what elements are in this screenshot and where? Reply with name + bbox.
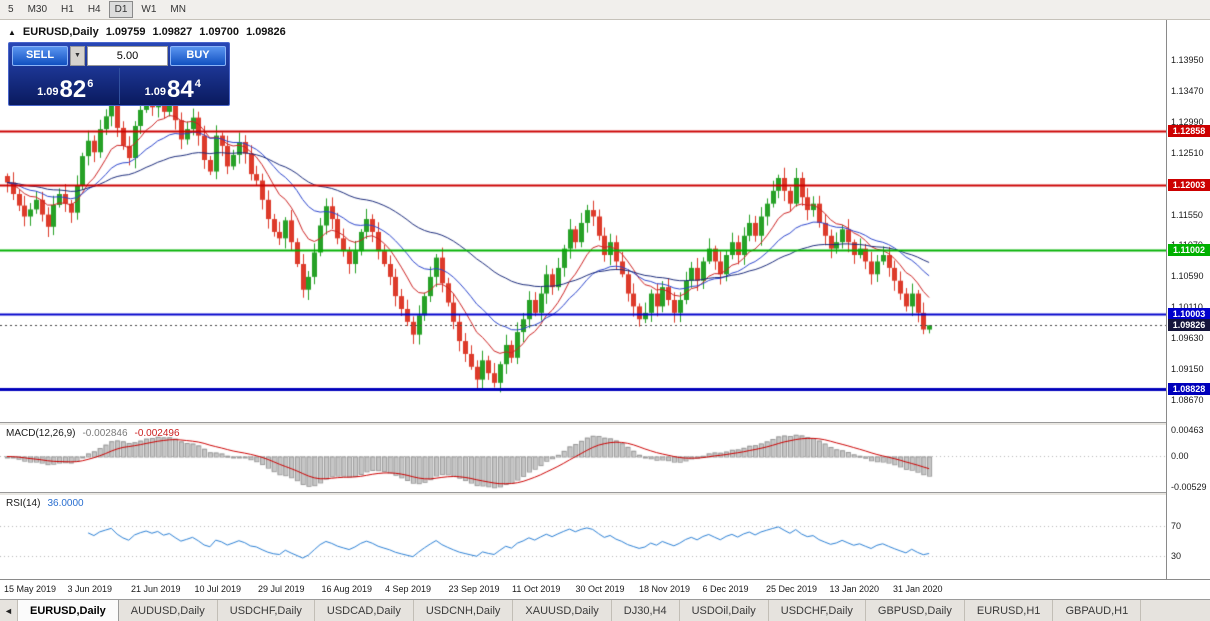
timeframe-button-h4[interactable]: H4 xyxy=(87,4,101,15)
chart-tab-bar: ◄ EURUSD,Daily AUDUSD,Daily USDCHF,Daily US… xyxy=(0,599,1210,621)
price-axis-tick: 1.11550 xyxy=(1171,209,1203,220)
time-axis-label: 11 Oct 2019 xyxy=(512,584,561,594)
rsi-axis-tick: 70 xyxy=(1171,520,1182,531)
macd-axis-tick: -0.00529 xyxy=(1171,481,1207,492)
timeframe-button-m30[interactable]: M30 xyxy=(27,4,48,15)
ohlc-close-value: 1.09826 xyxy=(246,26,286,38)
chart-tab[interactable]: XAUUSD,Daily xyxy=(513,600,612,621)
price-level-badge: 1.10003 xyxy=(1168,307,1210,320)
chart-symbol-label: EURUSD,Daily xyxy=(22,26,99,38)
macd-label: MACD(12,26,9) xyxy=(6,428,76,439)
macd-signal-value: -0.002496 xyxy=(134,428,180,439)
chart-tab[interactable]: EURUSD,Daily xyxy=(18,600,119,621)
ohlc-open-value: 1.09759 xyxy=(105,26,146,38)
time-axis-label: 18 Nov 2019 xyxy=(639,584,691,594)
price-axis-tick: 1.13950 xyxy=(1171,55,1204,66)
price-axis-tick: 1.10590 xyxy=(1171,271,1204,282)
price-axis-tick: 1.10110 xyxy=(1171,302,1203,312)
time-axis-label: 16 Aug 2019 xyxy=(321,584,373,594)
timeframe-button-d1[interactable]: D1 xyxy=(108,1,134,18)
price-level-badge: 1.11002 xyxy=(1168,243,1210,256)
timeframe-button-5[interactable]: 5 xyxy=(8,4,14,15)
chart-tab[interactable]: GBPAUD,H1 xyxy=(1053,600,1142,621)
chart-tab[interactable]: USDCNH,Daily xyxy=(414,600,514,621)
timeframe-button-h1[interactable]: H1 xyxy=(61,4,74,15)
timeframe-button-mn[interactable]: MN xyxy=(170,4,186,15)
sell-price-pipette: 6 xyxy=(87,78,94,90)
sell-price-display[interactable]: 1.09 82 6 xyxy=(12,68,119,104)
chart-tab[interactable]: USDOil,Daily xyxy=(680,600,769,621)
timeframe-toolbar: 5 M30 H1 H4 D1 W1 MN xyxy=(0,0,1210,20)
pane-separator[interactable] xyxy=(0,422,1210,425)
price-axis-tick: 1.08670 xyxy=(1171,394,1204,405)
chart-tab[interactable]: USDCHF,Daily xyxy=(769,600,866,621)
sell-price-prefix: 1.09 xyxy=(37,86,59,98)
volume-input[interactable] xyxy=(87,46,168,66)
time-axis-label: 3 Jun 2019 xyxy=(67,584,113,594)
time-axis-label: 15 May 2019 xyxy=(4,584,57,594)
price-axis: 1.139501.134701.129901.125101.120301.115… xyxy=(1166,20,1210,579)
price-axis-tick: 1.12990 xyxy=(1171,117,1204,128)
time-axis: 15 May 2019 3 Jun 2019 21 Jun 2019 10 Jul 2… xyxy=(0,579,1210,599)
rsi-value: 36.0000 xyxy=(47,498,84,509)
chart-tab[interactable]: USDCAD,Daily xyxy=(315,600,414,621)
rsi-axis-tick: 30 xyxy=(1171,551,1182,562)
buy-price-big-digits: 84 xyxy=(167,76,194,103)
price-axis-tick: 1.09630 xyxy=(1171,332,1204,343)
pane-separator[interactable] xyxy=(0,492,1210,495)
rsi-indicator-header: RSI(14) 36.0000 xyxy=(6,498,84,509)
buy-button[interactable]: BUY xyxy=(170,46,226,66)
time-axis-label: 21 Jun 2019 xyxy=(131,584,181,594)
macd-pane-canvas[interactable] xyxy=(0,425,1166,492)
sell-button[interactable]: SELL xyxy=(12,46,68,66)
one-click-trading-panel: SELL ▼ BUY 1.09 82 6 1.09 84 4 xyxy=(8,42,230,106)
price-level-badge: 1.08828 xyxy=(1168,383,1210,396)
time-axis-label: 31 Jan 2020 xyxy=(893,584,943,594)
time-axis-label: 30 Oct 2019 xyxy=(575,584,625,594)
chart-tab[interactable]: DJ30,H4 xyxy=(612,600,680,621)
chart-tab[interactable]: GBPUSD,Daily xyxy=(866,600,965,621)
price-axis-tick: 1.09150 xyxy=(1171,363,1204,374)
buy-price-display[interactable]: 1.09 84 4 xyxy=(118,68,227,104)
rsi-label: RSI(14) xyxy=(6,498,41,509)
one-click-panel-toggle-icon[interactable]: ▲ xyxy=(8,27,16,37)
tab-scroll-left-button[interactable]: ◄ xyxy=(0,600,18,621)
sell-price-big-digits: 82 xyxy=(59,76,87,103)
volume-spinner-icon[interactable]: ▼ xyxy=(70,46,85,66)
chart-ohlc-header: ▲ EURUSD,Daily 1.09759 1.09827 1.09700 1… xyxy=(8,26,286,38)
time-axis-label: 13 Jan 2020 xyxy=(829,584,880,594)
time-axis-label: 4 Sep 2019 xyxy=(385,584,432,594)
time-axis-label: 23 Sep 2019 xyxy=(448,584,500,594)
ohlc-low-value: 1.09700 xyxy=(199,26,240,38)
ohlc-high-value: 1.09827 xyxy=(152,26,193,38)
price-level-badge: 1.12858 xyxy=(1168,124,1210,137)
price-axis-tick: 1.13470 xyxy=(1171,86,1204,97)
chart-tab[interactable]: EURUSD,H1 xyxy=(965,600,1054,621)
current-price-badge: 1.09826 xyxy=(1168,319,1210,332)
time-axis-label: 29 Jul 2019 xyxy=(258,584,305,594)
buy-price-pipette: 4 xyxy=(194,78,201,90)
chart-tab[interactable]: USDCHF,Daily xyxy=(218,600,315,621)
macd-axis-tick: 0.00463 xyxy=(1171,424,1204,435)
time-axis-label: 6 Dec 2019 xyxy=(702,584,749,594)
macd-axis-tick: 0.00 xyxy=(1171,451,1189,462)
price-level-badge: 1.12003 xyxy=(1168,179,1210,192)
chart-tab[interactable]: AUDUSD,Daily xyxy=(119,600,218,621)
time-axis-label: 10 Jul 2019 xyxy=(194,584,242,594)
rsi-pane-canvas[interactable] xyxy=(0,495,1166,579)
price-axis-tick: 1.12510 xyxy=(1171,147,1204,158)
buy-price-prefix: 1.09 xyxy=(144,86,167,98)
macd-indicator-header: MACD(12,26,9) -0.002846 -0.002496 xyxy=(6,428,180,439)
time-axis-label: 25 Dec 2019 xyxy=(766,584,818,594)
timeframe-button-w1[interactable]: W1 xyxy=(141,4,157,15)
macd-main-value: -0.002846 xyxy=(82,428,128,439)
